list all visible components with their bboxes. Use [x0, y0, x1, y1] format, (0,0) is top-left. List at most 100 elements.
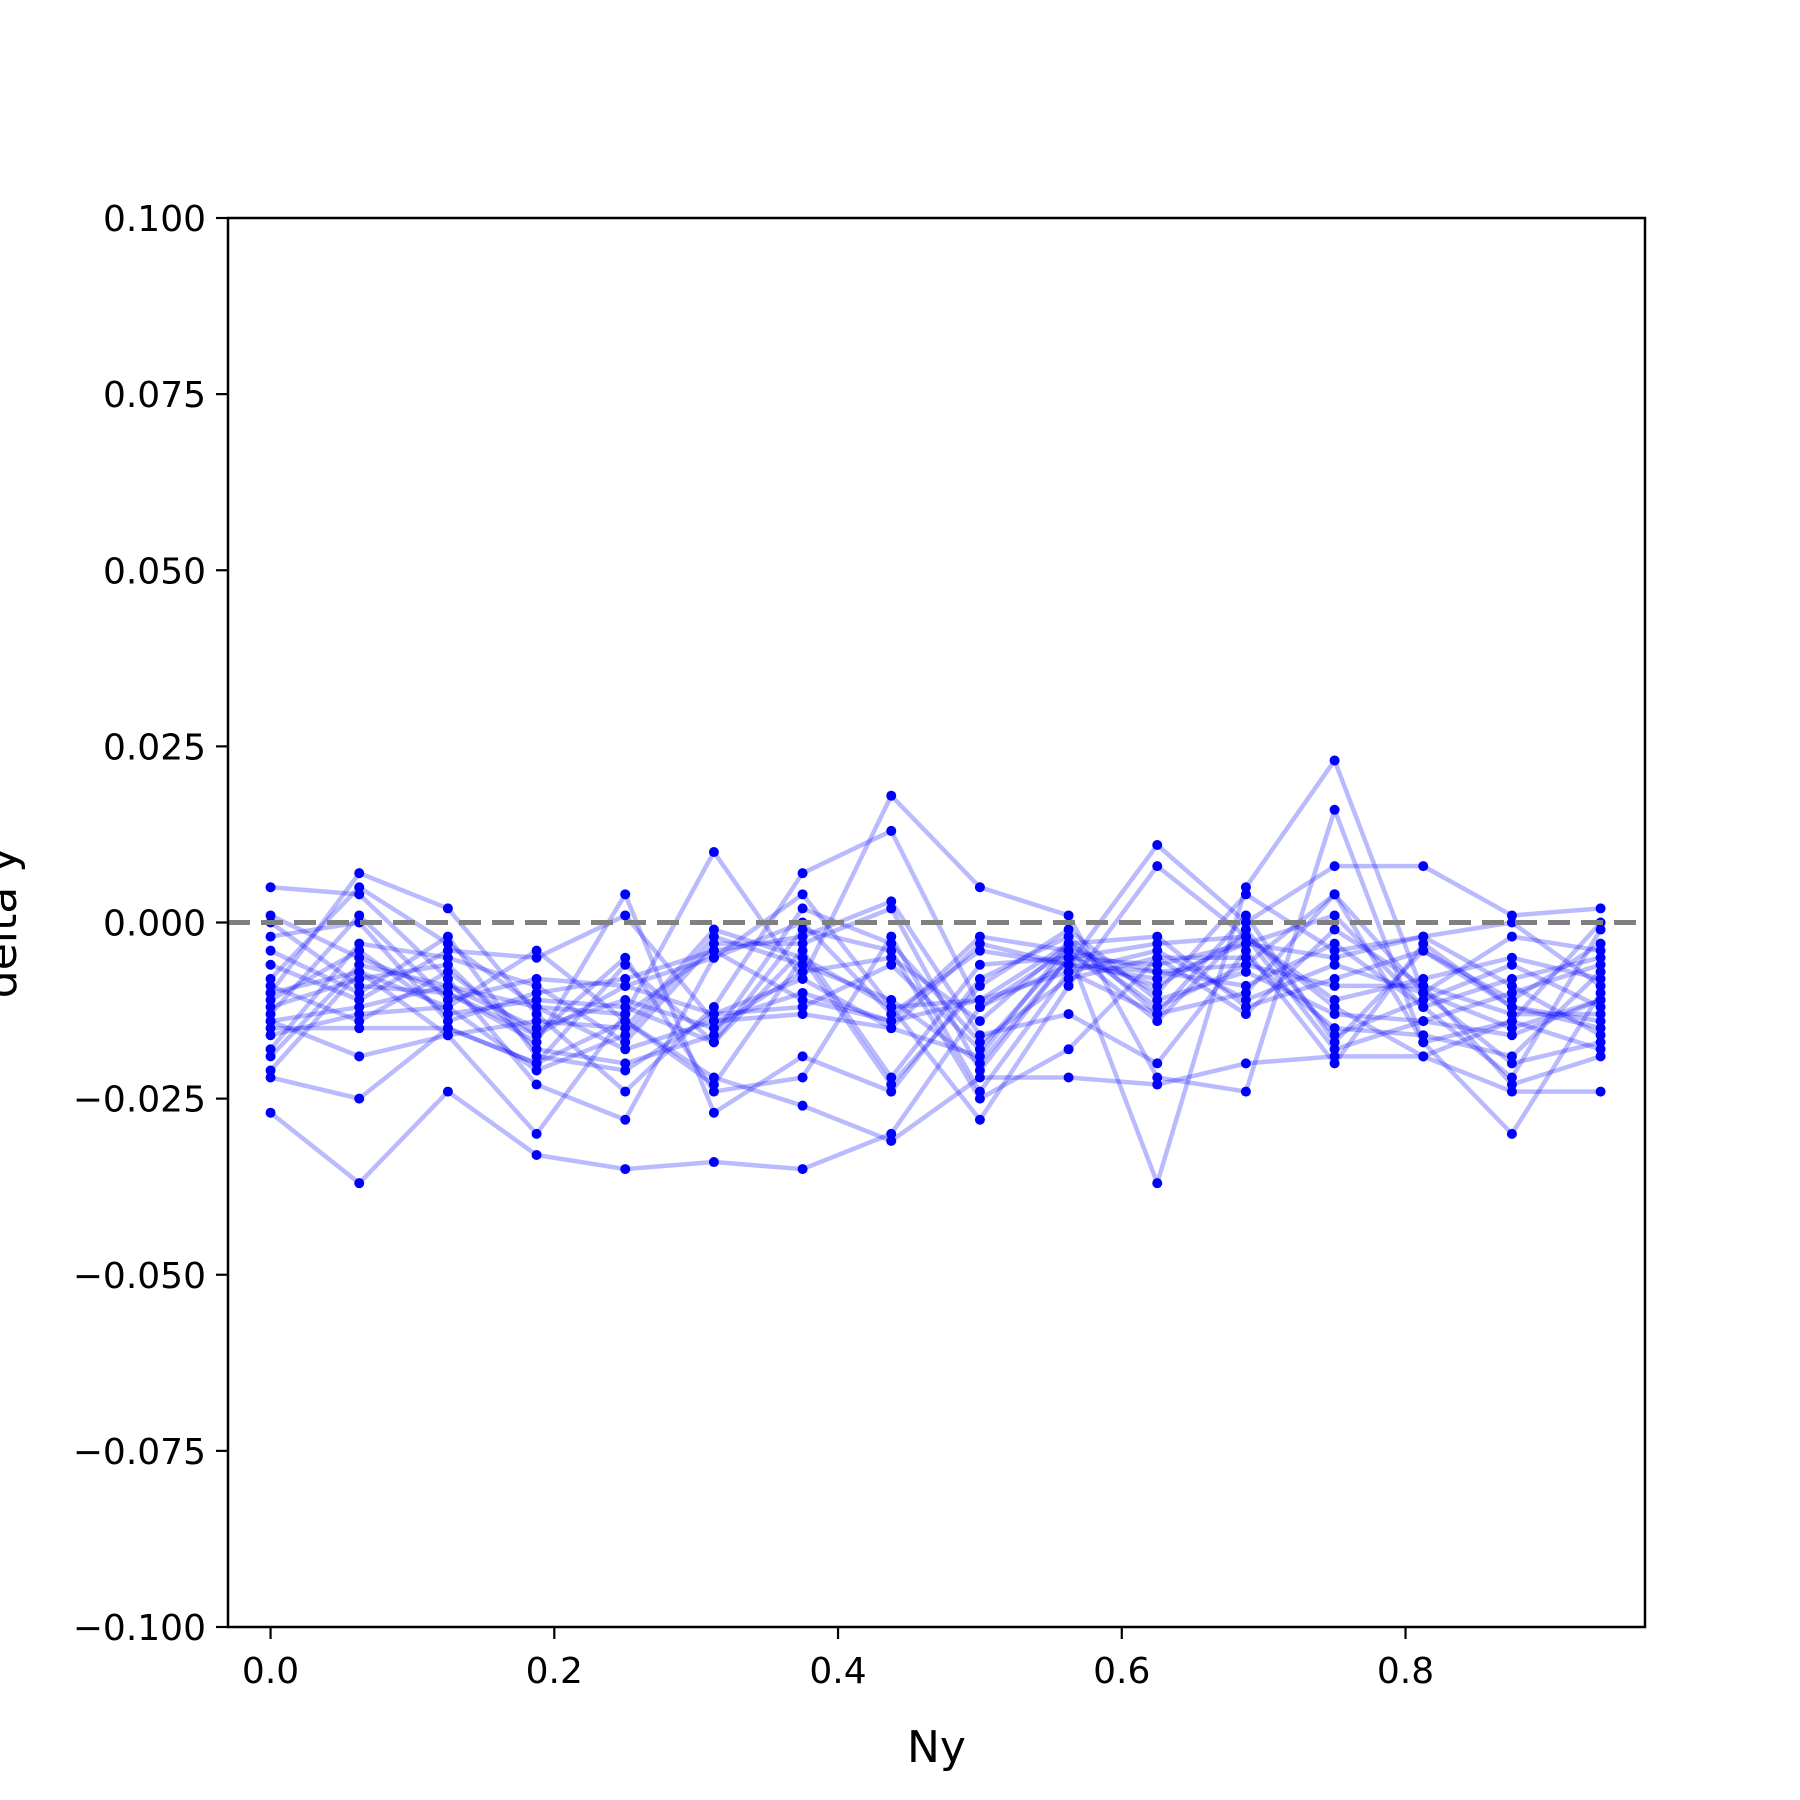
data-point — [620, 1023, 631, 1034]
data-point — [1418, 987, 1429, 998]
data-point — [620, 952, 631, 963]
data-point — [974, 980, 985, 991]
x-tick-label: 0.0 — [242, 1651, 299, 1692]
data-point — [265, 959, 276, 970]
data-point — [1418, 973, 1429, 984]
data-point — [265, 1044, 276, 1055]
data-point — [1329, 755, 1340, 766]
series-line — [268, 927, 1602, 1087]
data-point — [1329, 1030, 1340, 1041]
data-point — [1418, 1002, 1429, 1013]
data-point — [1240, 994, 1251, 1005]
data-point — [1240, 924, 1251, 935]
data-point — [442, 938, 453, 949]
data-point — [354, 882, 365, 893]
data-point — [1329, 945, 1340, 956]
data-point — [1240, 1058, 1251, 1069]
data-point — [886, 825, 897, 836]
data-point — [1240, 980, 1251, 991]
data-point — [797, 987, 808, 998]
data-point — [1506, 1086, 1517, 1097]
data-point — [265, 882, 276, 893]
data-point — [442, 903, 453, 914]
data-point — [354, 973, 365, 984]
series-line — [270, 863, 1601, 1123]
data-point — [1329, 1058, 1340, 1069]
data-point — [354, 1009, 365, 1020]
data-point — [1418, 1051, 1429, 1062]
data-point — [974, 882, 985, 893]
data-point — [354, 945, 365, 956]
data-point — [1329, 994, 1340, 1005]
series-line — [268, 885, 1602, 1024]
data-point — [354, 966, 365, 977]
data-point — [1240, 945, 1251, 956]
data-point — [797, 938, 808, 949]
data-point — [1329, 1051, 1340, 1062]
data-point — [1329, 952, 1340, 963]
data-point — [974, 1093, 985, 1104]
y-tick-label: 0.000 — [103, 904, 206, 945]
data-point — [797, 868, 808, 879]
data-point — [708, 1157, 719, 1168]
data-point — [974, 938, 985, 949]
data-point — [1418, 1016, 1429, 1027]
data-point — [1329, 980, 1340, 991]
data-point — [1063, 973, 1074, 984]
data-point — [974, 1002, 985, 1013]
data-point — [886, 1128, 897, 1139]
data-point — [1240, 1009, 1251, 1020]
data-point — [1329, 973, 1340, 984]
data-point — [1595, 1037, 1606, 1048]
data-point — [974, 1065, 985, 1076]
data-point — [1152, 987, 1163, 998]
data-point — [620, 1030, 631, 1041]
data-point — [1240, 938, 1251, 949]
data-point — [531, 1023, 542, 1034]
y-tick-label: −0.075 — [73, 1432, 206, 1473]
data-point — [1063, 1009, 1074, 1020]
x-tick-label: 0.2 — [526, 1651, 583, 1692]
data-point — [886, 945, 897, 956]
data-point — [442, 994, 453, 1005]
data-point — [1595, 973, 1606, 984]
data-point — [1595, 1044, 1606, 1055]
y-tick-label: 0.075 — [103, 375, 206, 416]
data-point — [1240, 959, 1251, 970]
data-point — [797, 924, 808, 935]
data-point — [1240, 882, 1251, 893]
data-point — [708, 924, 719, 935]
series-line — [268, 906, 1602, 1073]
data-point — [974, 973, 985, 984]
data-point — [1595, 903, 1606, 914]
data-point — [886, 1009, 897, 1020]
data-point — [1595, 1086, 1606, 1097]
data-point — [265, 1072, 276, 1083]
data-point — [265, 910, 276, 921]
data-point — [886, 790, 897, 801]
data-point — [1595, 1009, 1606, 1020]
series-line — [270, 899, 1602, 1066]
data-point — [1418, 938, 1429, 949]
data-point — [797, 903, 808, 914]
y-tick-label: −0.025 — [73, 1080, 206, 1121]
data-point — [1152, 959, 1163, 970]
data-point — [1506, 1079, 1517, 1090]
series-line — [269, 913, 1602, 1024]
series-line — [269, 758, 1602, 1186]
series-line — [269, 892, 1603, 1045]
data-point — [886, 1002, 897, 1013]
data-point — [1418, 994, 1429, 1005]
data-point — [886, 994, 897, 1005]
data-point — [1418, 980, 1429, 991]
data-point — [886, 1135, 897, 1146]
data-point — [1595, 945, 1606, 956]
data-point — [531, 1037, 542, 1048]
data-point — [265, 931, 276, 942]
data-point — [1329, 861, 1340, 872]
data-point — [442, 1009, 453, 1020]
data-point — [1240, 952, 1251, 963]
data-point — [620, 910, 631, 921]
data-point — [708, 938, 719, 949]
data-point — [1329, 1023, 1340, 1034]
